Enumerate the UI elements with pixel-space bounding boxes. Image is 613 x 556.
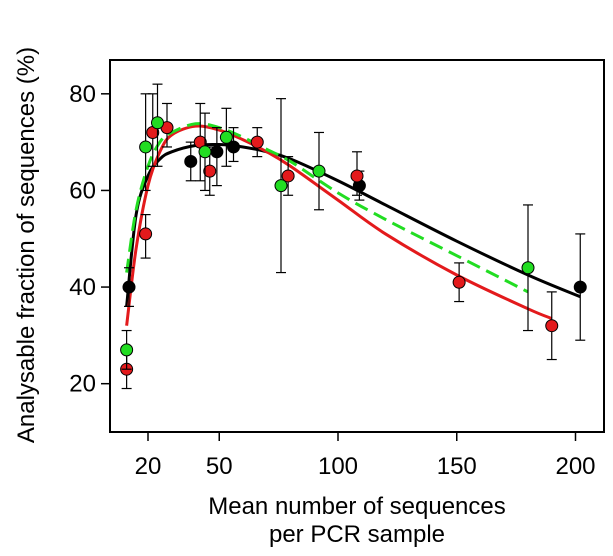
data-points (120, 83, 587, 390)
x-axis-label: Mean number of sequences per PCR sample (208, 493, 506, 548)
fit-curve-green (125, 122, 529, 294)
data-point-red (250, 135, 264, 149)
data-point-red (281, 169, 295, 183)
data-point-green (198, 145, 212, 159)
data-point-black (227, 140, 240, 154)
data-point-black (573, 280, 587, 294)
plot-frame (109, 59, 605, 433)
data-point-green (274, 179, 288, 193)
data-point-green (521, 261, 535, 275)
y-axis-label: Analysable fraction of sequences (%) (13, 47, 40, 443)
fit-curve-black (125, 142, 581, 307)
fit-curve-red (125, 124, 553, 326)
data-point-red (139, 227, 153, 241)
y-tick-label: 20 (69, 371, 96, 398)
x-tick-label: 100 (318, 453, 358, 480)
data-point-red (350, 169, 364, 183)
data-point-black (184, 154, 198, 168)
data-point-green (312, 164, 326, 178)
data-point-green (151, 116, 164, 130)
data-point-red (545, 319, 559, 333)
x-tick-label: 50 (206, 453, 233, 480)
x-tick-label: 200 (555, 453, 595, 480)
y-tick-label: 80 (69, 81, 96, 108)
data-point-red (203, 164, 217, 178)
data-point-black (122, 280, 136, 294)
data-point-green (219, 130, 233, 144)
x-tick-label: 150 (437, 453, 477, 480)
data-point-red (452, 275, 466, 289)
x-axis-label-line: per PCR sample (269, 521, 445, 548)
y-tick-label: 40 (69, 274, 96, 301)
data-point-black (210, 145, 224, 159)
data-point-green (139, 140, 153, 154)
data-point-green (120, 343, 134, 357)
x-axis-label-line: Mean number of sequences (208, 493, 506, 520)
fit-curves (125, 122, 581, 326)
y-axis: 20 40 60 80 (69, 81, 110, 398)
y-tick-label: 60 (69, 177, 96, 204)
x-tick-label: 20 (135, 453, 162, 480)
x-axis: 20 50 100 150 200 (135, 432, 596, 480)
